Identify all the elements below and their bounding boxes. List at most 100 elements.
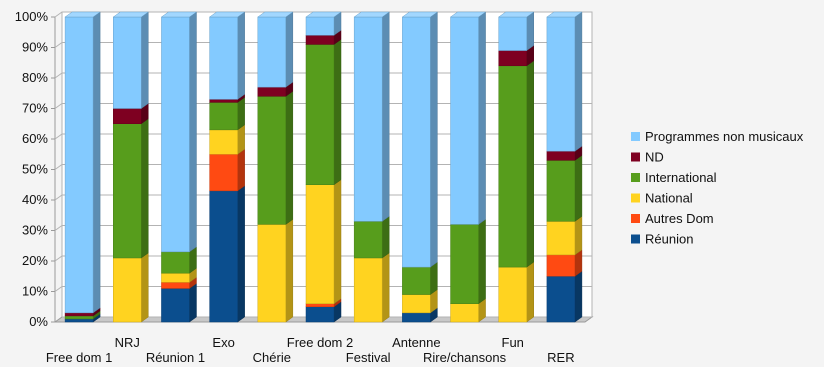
bar-stack [546, 11, 583, 323]
bar-segment-r-union [402, 312, 431, 323]
bar-segment-r-union [161, 288, 190, 323]
bar-segment-autres-dom [161, 282, 190, 289]
legend-label: Autres Dom [645, 211, 714, 226]
grid-connector [54, 103, 63, 109]
bar-top-face [64, 11, 101, 18]
bar-top-face [208, 11, 246, 18]
x-tick-label: Exo [212, 335, 234, 350]
bar-segment-r-union [64, 318, 94, 323]
bar-stack [401, 11, 439, 323]
bar-segment-international-side [333, 38, 342, 186]
y-tick-label: 0% [29, 314, 48, 329]
bar-top-face [497, 11, 535, 18]
legend-swatch [631, 193, 640, 203]
bar-segment-national [402, 294, 431, 314]
bar-segment-r-union-side [189, 282, 197, 323]
bar-segment-programmes-non-musicaux-side [430, 11, 438, 268]
y-tick-label: 80% [22, 70, 48, 85]
bar-segment-programmes-non-musicaux [257, 16, 287, 88]
legend-label: National [645, 191, 693, 206]
bar-segment-r-union [305, 306, 335, 323]
bar-segment-international-side [141, 118, 149, 259]
bar-segment-international [498, 65, 527, 268]
x-tick-label: Festival [346, 350, 391, 365]
grid-connector [54, 164, 63, 170]
grid-connector [54, 133, 63, 140]
bar-segment-international [64, 315, 94, 320]
bar-segment-autres-dom [209, 154, 238, 192]
y-tick-label: 20% [22, 253, 48, 268]
x-tick-label: Free dom 2 [287, 335, 353, 350]
bar-segment-programmes-non-musicaux [353, 16, 383, 222]
bar-segment-autres-dom [305, 303, 335, 308]
legend-label: Réunion [645, 232, 693, 247]
bar-segment-programmes-non-musicaux [402, 16, 431, 268]
x-tick-label: Antenne [392, 335, 440, 350]
bar-segment-international [402, 266, 431, 295]
bar-segment-international-side [478, 218, 486, 305]
bar-segment-national [113, 257, 142, 323]
legend-item: International [631, 170, 717, 185]
bar-segment-r-union [546, 276, 576, 323]
legend-swatch [631, 152, 640, 162]
bar-segment-national [257, 224, 287, 323]
grid-connector [54, 42, 63, 48]
legend-label: ND [645, 150, 664, 165]
bar-segment-national [353, 257, 383, 323]
y-tick-label: 40% [22, 192, 48, 207]
bar-segment-nd [257, 86, 287, 97]
bar-top-face [257, 11, 294, 18]
bar-stack [257, 11, 294, 323]
bar-segment-programmes-non-musicaux-side [92, 11, 101, 314]
bar-segment-programmes-non-musicaux-side [189, 11, 197, 253]
bar-segment-international-side [381, 215, 390, 259]
bar-top-face [305, 11, 342, 18]
bar-segment-programmes-non-musicaux [209, 16, 238, 100]
y-tick-label: 30% [22, 223, 48, 238]
legend-swatch [631, 132, 640, 141]
legend-item: Réunion [631, 232, 693, 247]
bar-segment-programmes-non-musicaux [498, 16, 527, 51]
bar-segment-national [450, 303, 479, 323]
legend-item: ND [631, 150, 664, 165]
x-tick-label: RER [547, 350, 574, 365]
y-axis: 0% 10% 20% 30% 40% 50% 60% 70% 80% 90% 100% [15, 9, 55, 329]
legend: Programmes non musicaux ND International Na… [631, 129, 804, 247]
bar-segment-national-side [574, 215, 583, 256]
x-tick-label: Free dom 1 [46, 350, 112, 365]
bars [64, 11, 583, 323]
grid-connector [54, 286, 63, 292]
bar-segment-nd [113, 108, 142, 124]
bar-segment-national-side [285, 218, 294, 323]
grid-connector [54, 255, 63, 262]
x-tick-label: Réunion 1 [146, 350, 205, 365]
bar-segment-programmes-non-musicaux [161, 16, 190, 253]
bar-segment-international [209, 102, 238, 131]
grid-connector [54, 11, 63, 18]
bar-segment-international [113, 123, 142, 259]
bar-segment-programmes-non-musicaux-side [285, 11, 294, 88]
bar-segment-national-side [333, 179, 342, 305]
bar-segment-international-side [526, 60, 534, 268]
legend-swatch [631, 173, 640, 182]
legend-label: International [645, 170, 717, 185]
bar-segment-programmes-non-musicaux [450, 16, 479, 225]
bar-stack [305, 11, 342, 323]
bar-top-face [401, 11, 439, 18]
bar-segment-national [209, 129, 238, 155]
y-tick-label: 10% [22, 284, 48, 299]
bar-segment-nd [305, 35, 335, 45]
bar-segment-national [305, 184, 335, 304]
bar-stack [208, 11, 246, 323]
bar-segment-nd [546, 150, 576, 161]
bar-segment-programmes-non-musicaux-side [478, 11, 486, 225]
bar-segment-nd [498, 50, 527, 67]
bar-segment-autres-dom [546, 254, 576, 277]
legend-label: Programmes non musicaux [645, 129, 804, 144]
bar-segment-programmes-non-musicaux-side [237, 11, 245, 100]
bar-segment-programmes-non-musicaux [64, 16, 94, 314]
bar-segment-national-side [381, 252, 390, 323]
bar-segment-programmes-non-musicaux-side [574, 11, 583, 152]
